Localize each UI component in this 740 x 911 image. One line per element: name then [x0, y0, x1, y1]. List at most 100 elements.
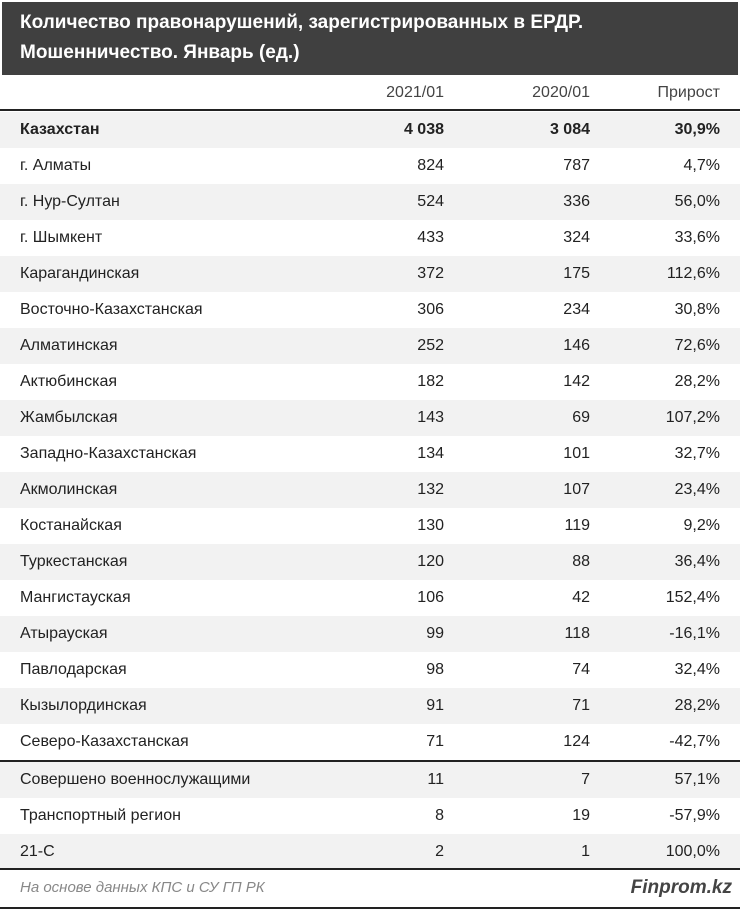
value-2021: 433 [417, 229, 444, 246]
divider [0, 868, 740, 870]
region-name: Северо-Казахстанская [20, 733, 189, 750]
brand-logo: Finprom.kz [630, 877, 732, 898]
value-2020: 1 [581, 843, 590, 860]
table-row: Мангистауская 106 42 152,4% [0, 580, 740, 616]
value-2021: 824 [417, 157, 444, 174]
value-2021: 132 [417, 481, 444, 498]
table-row: Восточно-Казахстанская 306 234 30,8% [0, 292, 740, 328]
column-header-2020: 2020/01 [532, 84, 590, 101]
table-row: Казахстан 4 038 3 084 30,9% [0, 112, 740, 148]
value-2020: 336 [563, 193, 590, 210]
value-2020: 42 [572, 589, 590, 606]
region-name: 21-С [20, 843, 55, 860]
region-name: Кызылординская [20, 697, 147, 714]
growth-value: 30,9% [674, 121, 720, 138]
table-row: Западно-Казахстанская 134 101 32,7% [0, 436, 740, 472]
growth-value: 36,4% [674, 553, 720, 570]
value-2021: 143 [417, 409, 444, 426]
growth-value: 32,7% [674, 445, 720, 462]
value-2021: 4 038 [403, 121, 444, 138]
growth-value: -16,1% [669, 625, 720, 642]
growth-value: 28,2% [674, 373, 720, 390]
region-name: Актюбинская [20, 373, 118, 390]
column-header-2021: 2021/01 [386, 84, 444, 101]
value-2020: 3 084 [549, 121, 590, 138]
value-2020: 7 [581, 771, 590, 788]
value-2020: 88 [572, 553, 590, 570]
growth-value: 57,1% [674, 771, 720, 788]
region-name: Западно-Казахстанская [20, 445, 197, 462]
growth-value: 100,0% [665, 843, 720, 860]
table-row: Акмолинская 132 107 23,4% [0, 472, 740, 508]
table-row: Северо-Казахстанская 71 124 -42,7% [0, 724, 740, 760]
source-note: На основе данных КПС и СУ ГП РК [20, 879, 265, 896]
table-row: 21-С 2 1 100,0% [0, 834, 740, 870]
table-row: Туркестанская 120 88 36,4% [0, 544, 740, 580]
region-name: г. Нур-Султан [20, 193, 120, 210]
value-2020: 124 [563, 733, 590, 750]
value-2020: 787 [563, 157, 590, 174]
value-2020: 142 [563, 373, 590, 390]
region-name: Атырауская [20, 625, 108, 642]
value-2021: 71 [426, 733, 444, 750]
region-name: Казахстан [20, 121, 100, 138]
table-row: Павлодарская 98 74 32,4% [0, 652, 740, 688]
table-row: Алматинская 252 146 72,6% [0, 328, 740, 364]
table-row: Атырауская 99 118 -16,1% [0, 616, 740, 652]
growth-value: 107,2% [665, 409, 720, 426]
value-2021: 98 [426, 661, 444, 678]
value-2020: 19 [572, 807, 590, 824]
value-2020: 234 [563, 301, 590, 318]
value-2020: 324 [563, 229, 590, 246]
value-2020: 119 [564, 517, 590, 534]
value-2020: 71 [572, 697, 590, 714]
region-name: Павлодарская [20, 661, 127, 678]
growth-value: 72,6% [674, 337, 720, 354]
value-2021: 99 [426, 625, 444, 642]
region-name: г. Шымкент [20, 229, 103, 246]
growth-value: 32,4% [674, 661, 720, 678]
table-row: г. Нур-Султан 524 336 56,0% [0, 184, 740, 220]
value-2021: 182 [417, 373, 444, 390]
region-name: Алматинская [20, 337, 118, 354]
divider [0, 760, 740, 762]
value-2021: 524 [417, 193, 444, 210]
value-2021: 134 [417, 445, 444, 462]
value-2021: 8 [435, 807, 444, 824]
region-name: Костанайская [20, 517, 122, 534]
growth-value: 30,8% [674, 301, 720, 318]
value-2020: 107 [563, 481, 590, 498]
table-row: Жамбылская 143 69 107,2% [0, 400, 740, 436]
region-name: Туркестанская [20, 553, 128, 570]
value-2021: 252 [417, 337, 444, 354]
value-2021: 120 [417, 553, 444, 570]
table-row: г. Шымкент 433 324 33,6% [0, 220, 740, 256]
value-2021: 130 [417, 517, 444, 534]
value-2021: 91 [426, 697, 444, 714]
value-2021: 106 [417, 589, 444, 606]
footer: На основе данных КПС и СУ ГП РК Finprom.… [0, 869, 740, 909]
column-header-row: 2021/01 2020/01 Прирост [0, 75, 740, 111]
region-name: г. Алматы [20, 157, 92, 174]
region-name: Транспортный регион [20, 807, 181, 824]
value-2020: 175 [563, 265, 590, 282]
region-name: Мангистауская [20, 589, 131, 606]
value-2021: 306 [417, 301, 444, 318]
table-row: Костанайская 130 119 9,2% [0, 508, 740, 544]
growth-value: -42,7% [669, 733, 720, 750]
value-2021: 2 [435, 843, 444, 860]
region-name: Восточно-Казахстанская [20, 301, 203, 318]
region-name: Карагандинская [20, 265, 140, 282]
table-row: Актюбинская 182 142 28,2% [0, 364, 740, 400]
region-name: Акмолинская [20, 481, 118, 498]
value-2021: 372 [417, 265, 444, 282]
table-title: Количество правонарушений, зарегистриров… [2, 2, 738, 75]
growth-value: -57,9% [669, 807, 720, 824]
growth-value: 23,4% [674, 481, 720, 498]
column-header-growth: Прирост [657, 84, 720, 101]
growth-value: 4,7% [683, 157, 720, 174]
growth-value: 56,0% [674, 193, 720, 210]
value-2021: 11 [427, 771, 444, 788]
region-name: Совершено военнослужащими [20, 771, 251, 788]
table-row: Транспортный регион 8 19 -57,9% [0, 798, 740, 834]
